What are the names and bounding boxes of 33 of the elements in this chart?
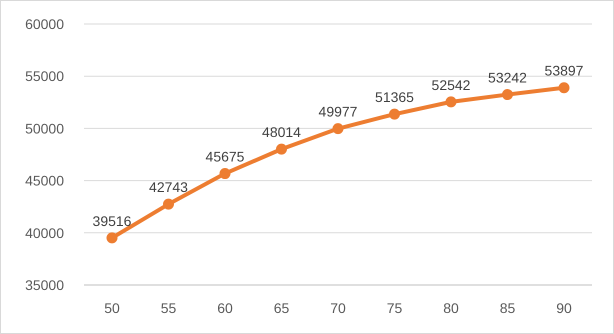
y-tick-label: 35000	[25, 276, 64, 293]
x-tick-label: 65	[274, 300, 290, 316]
x-tick-label: 55	[160, 300, 176, 316]
x-tick-label: 60	[217, 300, 233, 316]
point	[446, 96, 456, 108]
x-tick-label: 70	[330, 300, 346, 316]
point	[220, 168, 230, 180]
data-label: 39516	[92, 212, 132, 229]
data-label: 48014	[262, 124, 302, 140]
data-label: 53897	[544, 62, 584, 79]
point	[389, 108, 400, 120]
point	[502, 89, 513, 100]
x-tick-label: 85	[500, 300, 516, 316]
point	[558, 82, 570, 94]
x-tick-label: 90	[556, 300, 572, 316]
y-tick-label: 50000	[25, 120, 64, 136]
point	[276, 144, 287, 155]
data-label: 42743	[149, 179, 188, 196]
point	[163, 198, 174, 210]
y-tick-label: 40000	[25, 224, 64, 241]
x-tick-label: 50	[104, 300, 120, 316]
y-tick-label: 45000	[25, 172, 64, 189]
x-tick-label: 80	[443, 300, 459, 316]
data-label: 52542	[432, 76, 471, 93]
point	[332, 123, 344, 134]
data-label: 51365	[375, 89, 414, 106]
data-label: 53242	[488, 70, 528, 86]
y-tick-label: 55000	[25, 68, 64, 84]
point	[106, 232, 118, 244]
y-tick-label: 60000	[25, 16, 64, 32]
x-tick-label: 75	[386, 300, 402, 316]
data-label: 49977	[318, 104, 358, 120]
data-label: 45675	[206, 148, 245, 165]
